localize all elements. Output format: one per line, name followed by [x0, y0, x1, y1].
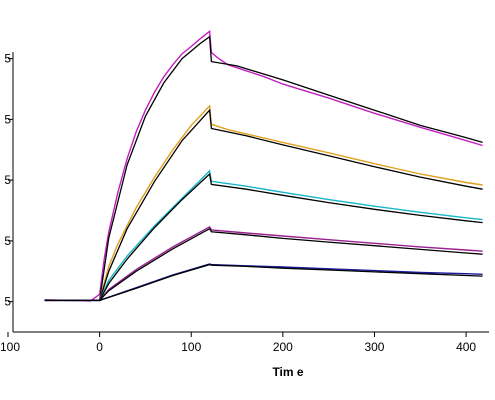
fit-line-2 — [44, 172, 483, 302]
x-tick-label-5: 400 — [456, 340, 476, 354]
plot-lines — [44, 29, 483, 302]
axes: -100 0 100 200 300 400 5 5 5 5 5 — [0, 52, 489, 354]
x-tick-label-2: 100 — [181, 340, 201, 354]
y-tick-label-4: 5 — [4, 52, 11, 66]
y-tick-label-2: 5 — [4, 173, 11, 187]
x-tick-label-3: 200 — [273, 340, 293, 354]
fit-line-0 — [44, 35, 483, 302]
y-tick-label-3: 5 — [4, 112, 11, 126]
series-line-3 — [44, 225, 483, 302]
series-line-1 — [44, 104, 483, 302]
x-axis-title: Tim e — [272, 365, 303, 379]
fit-line-4 — [44, 263, 483, 302]
y-tick-label-1: 5 — [4, 234, 11, 248]
series-line-0 — [44, 29, 483, 302]
x-tick-label-1: 0 — [96, 340, 103, 354]
y-tick-label-0: 5 — [4, 295, 11, 309]
x-tick-label-4: 300 — [364, 340, 384, 354]
fit-line-3 — [44, 227, 483, 302]
x-tick-label-0: -100 — [0, 340, 20, 354]
fit-line-1 — [44, 108, 483, 302]
